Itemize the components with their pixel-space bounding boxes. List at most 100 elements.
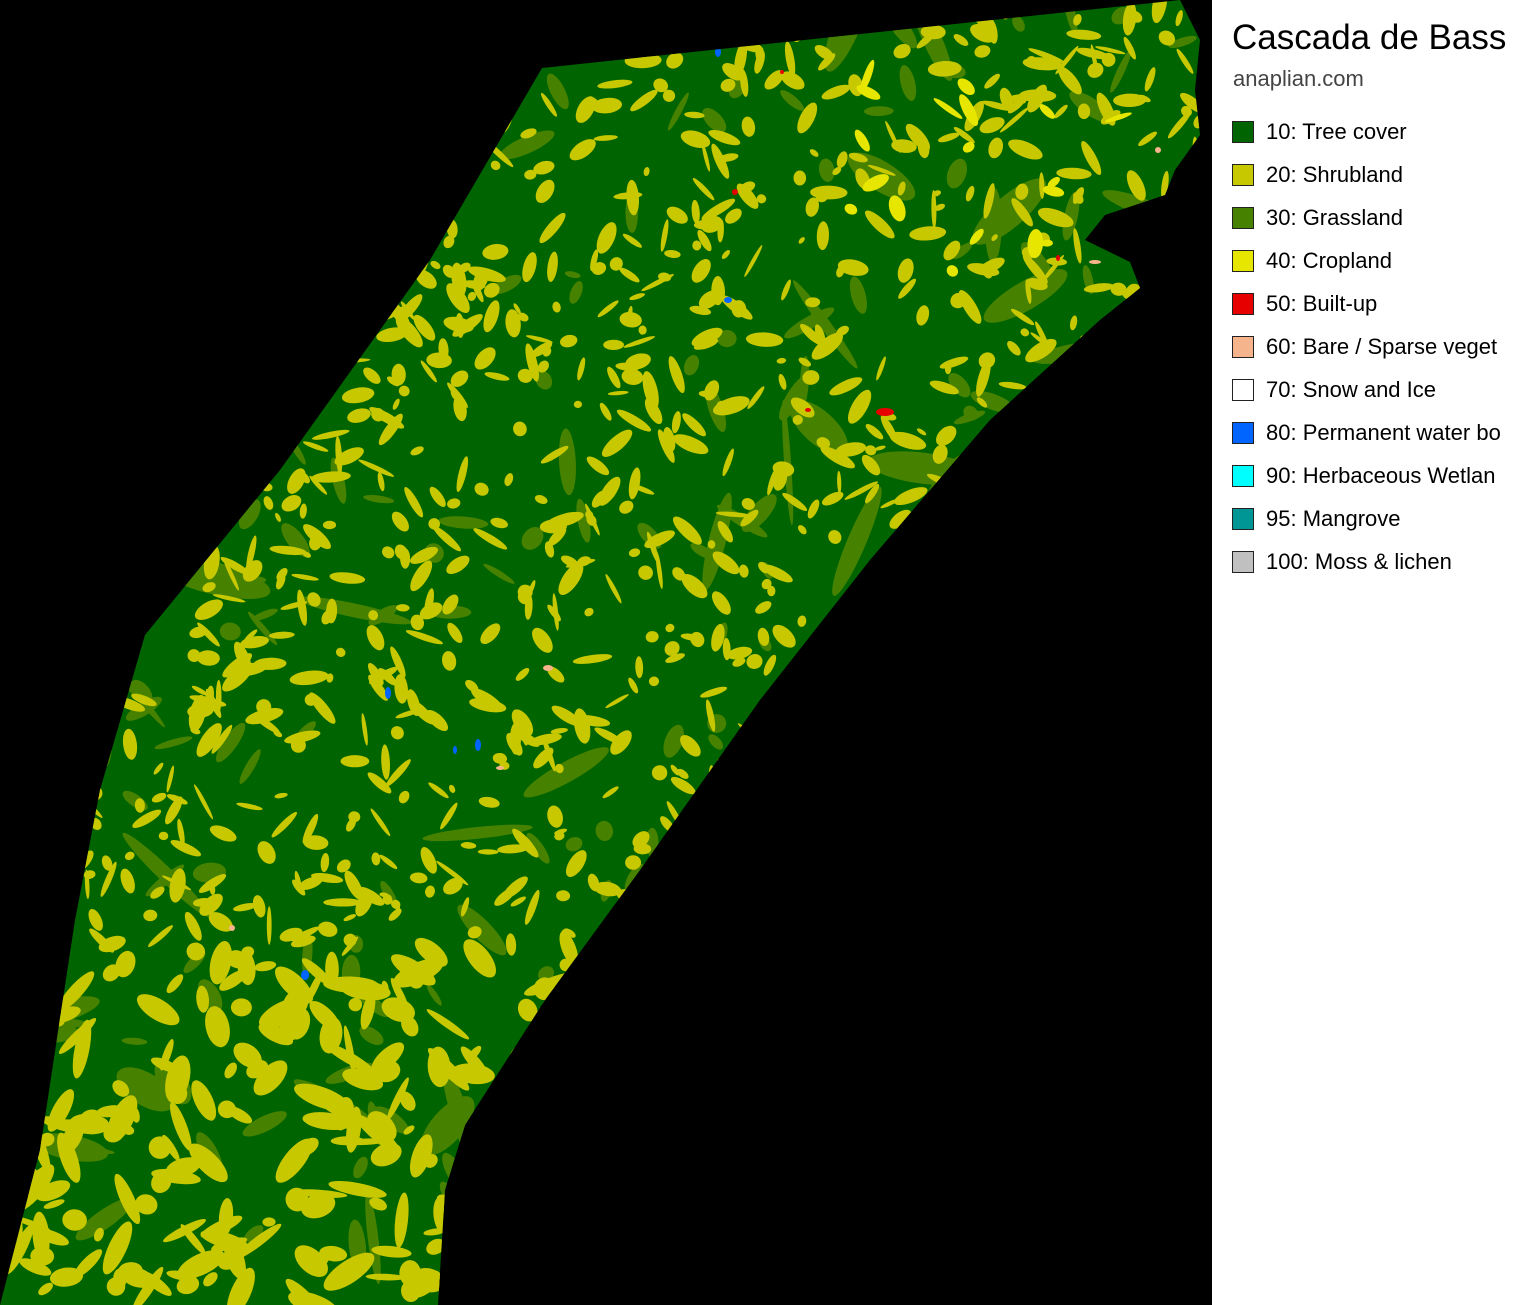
shrubland-patch [577, 357, 586, 381]
shrubland-patch [657, 429, 675, 463]
shrubland-patch [340, 980, 391, 1001]
shrubland-patch [998, 381, 1027, 390]
shrubland-patch [586, 514, 597, 526]
shrubland-patch [256, 699, 272, 715]
shrubland-patch [805, 197, 820, 217]
grassland-patch [963, 405, 979, 421]
shrubland-patch [722, 448, 734, 477]
shrubland-patch [798, 237, 805, 244]
shrubland-patch [616, 409, 652, 432]
grassland-patch [558, 428, 576, 496]
shrubland-patch [122, 1125, 135, 1135]
shrubland-patch [865, 445, 877, 456]
shrubland-patch [897, 258, 914, 283]
shrubland-patch [672, 567, 686, 581]
grassland-patch [595, 820, 614, 841]
shrubland-patch [377, 471, 385, 492]
shrubland-patch [38, 1282, 53, 1296]
shrubland-patch [1028, 48, 1065, 63]
shrubland-patch [1176, 48, 1194, 74]
grassland-patch [564, 271, 581, 279]
shrubland-patch [828, 530, 842, 544]
shrubland-patch [916, 428, 927, 436]
shrubland-patch [953, 34, 969, 46]
shrubland-patch [343, 914, 357, 922]
shrubland-patch [837, 470, 842, 494]
legend-panel: Cascada de Bass anaplian.com 10: Tree co… [1212, 0, 1515, 1305]
grassland-patch [702, 492, 732, 591]
shrubland-patch [203, 1272, 218, 1287]
shrubland-patch [274, 966, 314, 1004]
shrubland-patch [999, 107, 1029, 133]
shrubland-patch [982, 267, 993, 279]
shrubland-patch [93, 1227, 104, 1242]
shrubland-patch [898, 278, 917, 299]
shrubland-patch [762, 564, 793, 583]
shrubland-patch [348, 997, 363, 1012]
shrubland-patch [430, 260, 441, 270]
shrubland-patch [668, 356, 685, 394]
shrubland-patch [266, 906, 272, 945]
shrubland-patch [755, 601, 772, 614]
shrubland-patch [72, 1019, 92, 1079]
shrubland-patch [189, 1143, 228, 1183]
shrubland-patch [615, 362, 640, 371]
shrubland-patch [274, 792, 288, 799]
land-cover-map [0, 0, 1200, 1305]
shrubland-patch [628, 548, 641, 558]
shrubland-patch [664, 641, 680, 656]
shrubland-patch [150, 886, 165, 899]
shrubland-patch [1175, 10, 1183, 27]
shrubland-patch [648, 676, 660, 687]
shrubland-patch [754, 50, 765, 74]
shrubland-patch [209, 825, 237, 842]
shrubland-patch [1066, 29, 1102, 40]
shrubland-patch [234, 1223, 282, 1260]
shrubland-patch [953, 126, 975, 144]
shrubland-patch [540, 92, 558, 117]
point-feature [301, 970, 309, 980]
shrubland-patch [517, 368, 533, 383]
shrubland-patch [446, 555, 470, 574]
shrubland-patch [269, 545, 307, 556]
shrubland-patch [1101, 52, 1116, 67]
shrubland-patch [864, 210, 895, 239]
shrubland-patch [279, 991, 299, 1037]
shrubland-patch [366, 625, 385, 651]
shrubland-patch [367, 663, 384, 686]
shrubland-patch [365, 1273, 406, 1281]
shrubland-patch [525, 335, 553, 344]
shrubland-patch [106, 1277, 126, 1296]
shrubland-patch [590, 249, 599, 271]
shrubland-patch [212, 594, 246, 603]
shrubland-patch [800, 323, 823, 345]
shrubland-patch [717, 219, 724, 243]
shrubland-patch [1055, 45, 1079, 75]
shrubland-patch [348, 811, 361, 823]
shrubland-patch [715, 400, 728, 414]
shrubland-patch [548, 527, 567, 546]
shrubland-patch [722, 63, 744, 81]
shrubland-patch [432, 525, 462, 552]
shrubland-patch [848, 152, 868, 163]
shrubland-patch [371, 1245, 412, 1258]
shrubland-patch [360, 993, 376, 1030]
shrubland-patch [447, 382, 468, 408]
shrubland-patch [593, 135, 618, 141]
shrubland-patch [837, 259, 869, 276]
shrubland-patch [233, 1042, 262, 1068]
legend-swatch [1232, 120, 1254, 143]
shrubland-patch [367, 772, 392, 794]
shrubland-patch [511, 709, 534, 737]
shrubland-patch [448, 784, 456, 793]
shrubland-patch [329, 572, 366, 584]
shrubland-patch [426, 1009, 470, 1040]
shrubland-patch [707, 540, 716, 549]
shrubland-patch [712, 551, 740, 575]
shrubland-patch [894, 487, 928, 506]
shrubland-patch [816, 221, 830, 251]
shrubland-patch [211, 724, 233, 754]
shrubland-patch [575, 96, 596, 123]
legend-item: 40: Cropland [1232, 239, 1501, 282]
shrubland-patch [905, 123, 931, 151]
